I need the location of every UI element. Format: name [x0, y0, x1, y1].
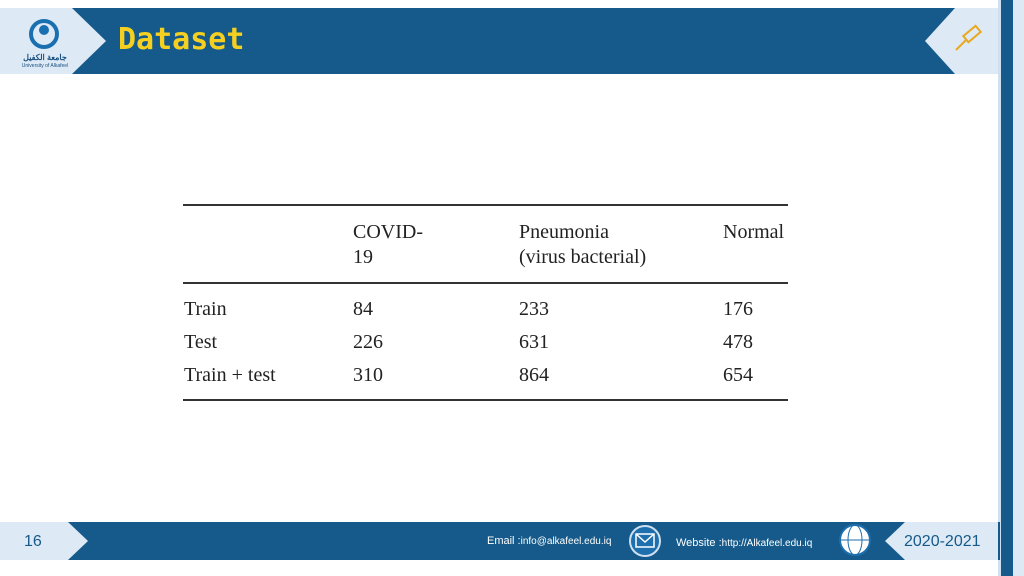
table-cell: 631 [519, 331, 549, 353]
email-address: info@alkafeel.edu.iq [520, 536, 612, 547]
table-cell: 478 [723, 331, 753, 353]
row-label: Train [184, 298, 227, 320]
slide-title: Dataset [118, 22, 245, 57]
column-header: Normal [723, 221, 785, 243]
row-label: Test [184, 331, 218, 353]
column-header: COVID- [353, 221, 423, 243]
column-header: Pneumonia [519, 221, 609, 243]
website-label: Website : [676, 537, 722, 549]
logo-icon [29, 19, 59, 49]
table-cell: 864 [519, 364, 549, 386]
row-label: Train + test [184, 364, 276, 386]
table-cell: 176 [723, 298, 753, 320]
website: Website :http://Alkafeel.edu.iq [676, 537, 812, 549]
logo-arabic: جامعة الكفيل [23, 53, 67, 62]
table-mid-rule [183, 282, 788, 284]
table-cell: 84 [353, 298, 373, 320]
logo-english: University of Alkafeel [21, 63, 69, 69]
years: 2020-2021 [904, 533, 981, 550]
table-cell: 226 [353, 331, 383, 353]
email-label: Email : [487, 535, 521, 547]
table-bottom-rule [183, 399, 788, 401]
table-cell: 310 [353, 364, 383, 386]
pin-icon [955, 24, 983, 51]
table-cell: 233 [519, 298, 549, 320]
column-header: (virus bacterial) [519, 246, 647, 268]
email: Email :info@alkafeel.edu.iq [487, 535, 611, 547]
website-url: http://Alkafeel.edu.iq [721, 538, 813, 549]
column-header: 19 [353, 246, 373, 268]
table-cell: 654 [723, 364, 753, 386]
web-icon [839, 524, 871, 556]
email-icon [629, 525, 661, 557]
table-top-rule [183, 204, 788, 206]
page-number: 16 [24, 533, 42, 550]
